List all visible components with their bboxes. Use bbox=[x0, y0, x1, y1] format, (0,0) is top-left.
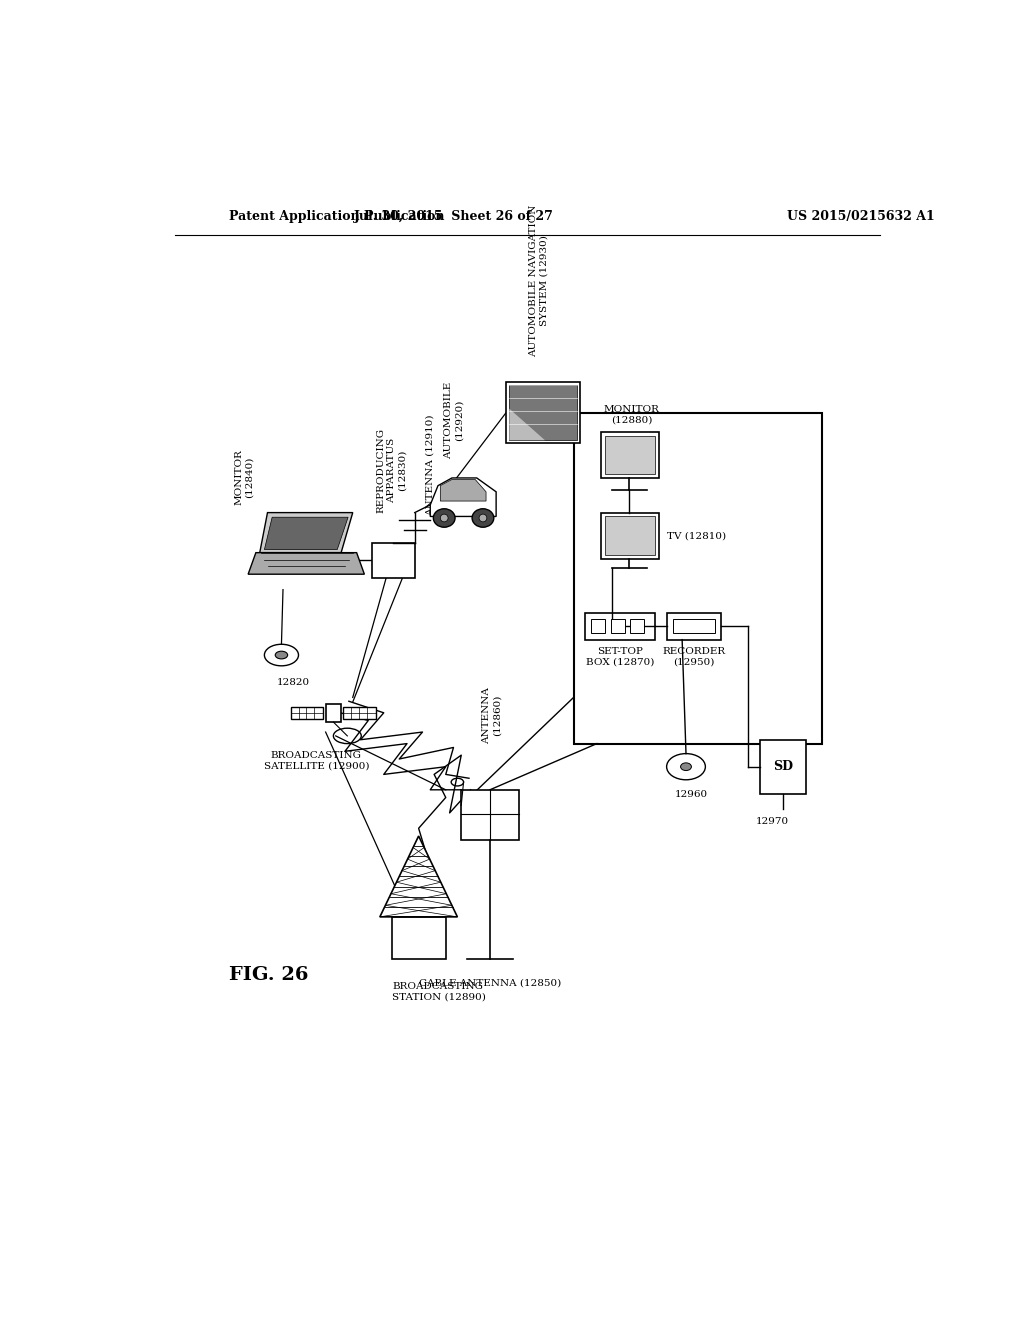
Polygon shape bbox=[430, 478, 496, 516]
Text: MONITOR
(12840): MONITOR (12840) bbox=[234, 449, 254, 506]
Bar bbox=[673, 619, 715, 634]
Ellipse shape bbox=[440, 513, 449, 521]
Bar bbox=[611, 619, 625, 634]
Text: SET-TOP
BOX (12870): SET-TOP BOX (12870) bbox=[586, 647, 654, 667]
Text: TV (12810): TV (12810) bbox=[667, 531, 726, 540]
Bar bbox=[630, 619, 644, 634]
Text: AUTOMOBILE
(12920): AUTOMOBILE (12920) bbox=[443, 381, 463, 459]
Text: 12960: 12960 bbox=[675, 789, 708, 799]
Text: CABLE ANTENNA (12850): CABLE ANTENNA (12850) bbox=[419, 978, 561, 987]
Text: AUTOMOBILE NAVIGATION
SYSTEM (12930): AUTOMOBILE NAVIGATION SYSTEM (12930) bbox=[529, 205, 549, 358]
Text: SD: SD bbox=[773, 760, 793, 774]
Bar bbox=[601, 512, 658, 558]
Bar bbox=[461, 789, 519, 840]
Text: RECORDER
(12950): RECORDER (12950) bbox=[663, 647, 725, 667]
Polygon shape bbox=[440, 479, 486, 502]
Bar bbox=[586, 612, 655, 640]
Ellipse shape bbox=[275, 651, 288, 659]
Bar bbox=[601, 432, 658, 478]
Text: MONITOR
(12880): MONITOR (12880) bbox=[604, 405, 659, 424]
Bar bbox=[592, 619, 605, 634]
Text: Patent Application Publication: Patent Application Publication bbox=[228, 210, 444, 223]
Bar bbox=[291, 706, 324, 719]
Bar bbox=[604, 436, 655, 474]
Text: US 2015/0215632 A1: US 2015/0215632 A1 bbox=[786, 210, 935, 223]
Bar bbox=[391, 917, 445, 960]
Bar bbox=[509, 385, 577, 441]
Text: BROADCASTING
SATELLITE (12900): BROADCASTING SATELLITE (12900) bbox=[263, 751, 369, 771]
Ellipse shape bbox=[681, 763, 691, 771]
Ellipse shape bbox=[433, 508, 455, 527]
Text: REPRODUCING
APPARATUS
(12830): REPRODUCING APPARATUS (12830) bbox=[377, 428, 407, 512]
Polygon shape bbox=[248, 553, 365, 574]
Bar bbox=[573, 412, 821, 743]
Polygon shape bbox=[264, 517, 348, 549]
Polygon shape bbox=[260, 512, 352, 553]
Text: 12820: 12820 bbox=[276, 678, 310, 688]
Bar bbox=[604, 516, 655, 554]
Bar bbox=[760, 739, 806, 793]
Text: BROADCASTING
STATION (12890): BROADCASTING STATION (12890) bbox=[391, 982, 485, 1002]
Text: 12970: 12970 bbox=[756, 817, 788, 826]
Polygon shape bbox=[380, 836, 458, 917]
Bar bbox=[506, 381, 580, 444]
Text: ANTENNA (12910): ANTENNA (12910) bbox=[426, 414, 435, 516]
Ellipse shape bbox=[479, 513, 486, 521]
Text: ANTENNA
(12860): ANTENNA (12860) bbox=[482, 686, 502, 743]
Polygon shape bbox=[509, 409, 545, 441]
Bar bbox=[372, 544, 415, 578]
Bar bbox=[667, 612, 721, 640]
Ellipse shape bbox=[472, 508, 494, 527]
Text: Jul. 30, 2015  Sheet 26 of 27: Jul. 30, 2015 Sheet 26 of 27 bbox=[353, 210, 553, 223]
Text: FIG. 26: FIG. 26 bbox=[228, 966, 308, 983]
Bar bbox=[326, 704, 341, 722]
Bar bbox=[343, 706, 376, 719]
